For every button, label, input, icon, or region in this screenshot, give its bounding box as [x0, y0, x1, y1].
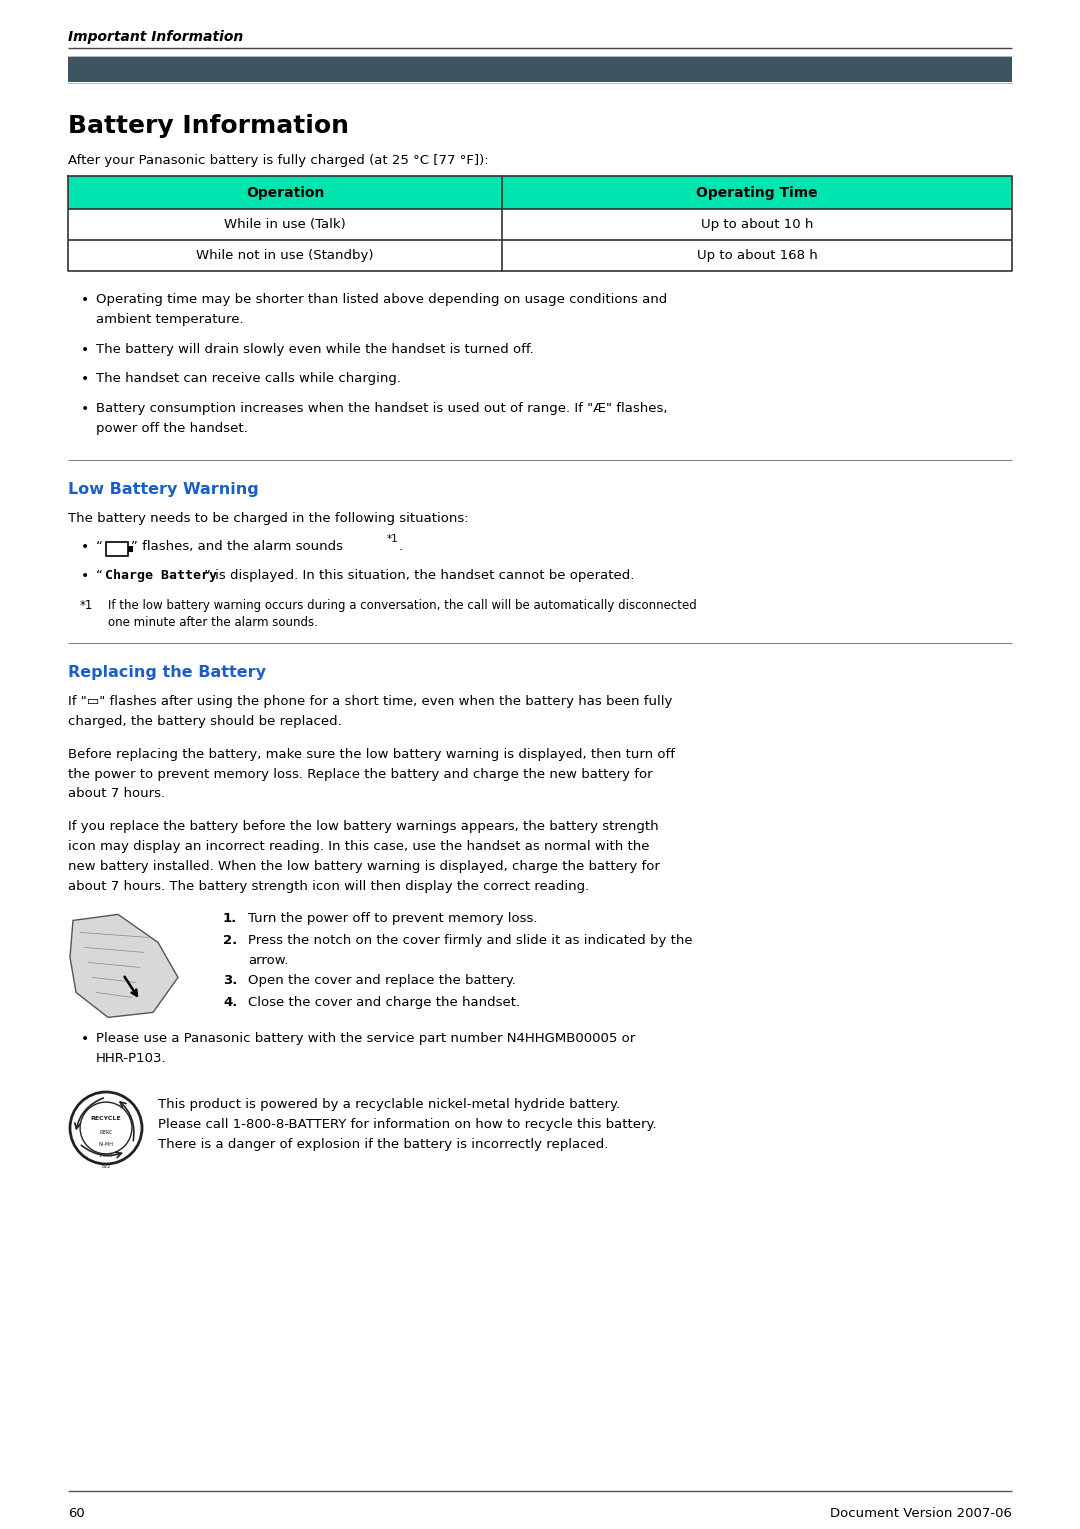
Bar [106, 541, 129, 555]
Text: power off the handset.: power off the handset. [96, 422, 247, 434]
Text: There is a danger of explosion if the battery is incorrectly replaced.: There is a danger of explosion if the ba… [158, 1138, 608, 1151]
Text: After your Panasonic battery is fully charged (at 25 °C [77 °F]):: After your Panasonic battery is fully ch… [68, 154, 488, 167]
Text: The battery needs to be charged in the following situations:: The battery needs to be charged in the f… [68, 512, 469, 524]
Text: NI-MH: NI-MH [98, 1142, 113, 1147]
Text: Battery consumption increases when the handset is used out of range. If "Æ" flas: Battery consumption increases when the h… [96, 402, 667, 416]
Text: Replacing the Battery: Replacing the Battery [68, 665, 266, 680]
Text: This product is powered by a recyclable nickel-metal hydride battery.: This product is powered by a recyclable … [158, 1098, 620, 1112]
Text: Operation: Operation [246, 185, 324, 199]
Polygon shape [70, 914, 178, 1017]
Bar [129, 546, 132, 550]
Text: •: • [81, 540, 90, 553]
Text: charged, the battery should be replaced.: charged, the battery should be replaced. [68, 716, 341, 728]
Text: arrow.: arrow. [248, 954, 288, 966]
Text: Operating time may be shorter than listed above depending on usage conditions an: Operating time may be shorter than liste… [96, 294, 667, 306]
Text: “: “ [96, 569, 103, 583]
Text: Battery Information: Battery Information [68, 115, 349, 138]
Text: *1: *1 [387, 534, 399, 544]
Bar [68, 209, 1012, 240]
Text: RBRC: RBRC [99, 1130, 112, 1135]
Text: 1-800: 1-800 [99, 1153, 113, 1157]
Text: If the low battery warning occurs during a conversation, the call will be automa: If the low battery warning occurs during… [108, 599, 697, 612]
Text: 1.: 1. [222, 913, 238, 925]
Text: Charge Battery: Charge Battery [105, 569, 217, 583]
Text: the power to prevent memory loss. Replace the battery and charge the new battery: the power to prevent memory loss. Replac… [68, 768, 652, 781]
Text: Close the cover and charge the handset.: Close the cover and charge the handset. [248, 995, 521, 1009]
Text: The battery will drain slowly even while the handset is turned off.: The battery will drain slowly even while… [96, 342, 534, 356]
Text: 822: 822 [102, 1164, 110, 1168]
Text: 60: 60 [68, 1508, 84, 1520]
Text: Up to about 10 h: Up to about 10 h [701, 219, 813, 231]
Text: •: • [81, 373, 90, 387]
Bar [68, 176, 1012, 209]
Text: ” flashes, and the alarm sounds: ” flashes, and the alarm sounds [131, 540, 343, 552]
Text: While in use (Talk): While in use (Talk) [225, 219, 346, 231]
Text: Operating Time: Operating Time [697, 185, 818, 199]
Text: •: • [81, 402, 90, 416]
Text: ” is displayed. In this situation, the handset cannot be operated.: ” is displayed. In this situation, the h… [204, 569, 635, 583]
Text: •: • [81, 342, 90, 356]
Text: “: “ [96, 540, 103, 552]
Text: 2.: 2. [222, 934, 238, 946]
Text: *1: *1 [80, 599, 93, 612]
Text: about 7 hours. The battery strength icon will then display the correct reading.: about 7 hours. The battery strength icon… [68, 879, 590, 893]
Text: one minute after the alarm sounds.: one minute after the alarm sounds. [108, 616, 318, 630]
Text: 3.: 3. [222, 974, 238, 986]
Text: Before replacing the battery, make sure the low battery warning is displayed, th: Before replacing the battery, make sure … [68, 748, 675, 761]
Bar [68, 240, 1012, 271]
Text: Up to about 168 h: Up to about 168 h [697, 249, 818, 261]
Text: If you replace the battery before the low battery warnings appears, the battery : If you replace the battery before the lo… [68, 820, 659, 833]
Text: 4.: 4. [222, 995, 238, 1009]
Text: icon may display an incorrect reading. In this case, use the handset as normal w: icon may display an incorrect reading. I… [68, 839, 649, 853]
Text: Please use a Panasonic battery with the service part number N4HHGMB00005 or: Please use a Panasonic battery with the … [96, 1032, 635, 1046]
Text: Low Battery Warning: Low Battery Warning [68, 482, 259, 497]
Text: •: • [81, 294, 90, 307]
Text: about 7 hours.: about 7 hours. [68, 787, 165, 800]
Text: Press the notch on the cover firmly and slide it as indicated by the: Press the notch on the cover firmly and … [248, 934, 692, 946]
Text: •: • [81, 1032, 90, 1046]
Bar [68, 57, 1012, 83]
Text: RECYCLE: RECYCLE [91, 1116, 121, 1121]
Text: new battery installed. When the low battery warning is displayed, charge the bat: new battery installed. When the low batt… [68, 859, 660, 873]
Text: Open the cover and replace the battery.: Open the cover and replace the battery. [248, 974, 516, 986]
Text: HHR-P103.: HHR-P103. [96, 1052, 166, 1066]
Text: Important Information: Important Information [68, 31, 243, 44]
Text: If "▭" flashes after using the phone for a short time, even when the battery has: If "▭" flashes after using the phone for… [68, 696, 673, 708]
Text: Document Version 2007-06: Document Version 2007-06 [831, 1508, 1012, 1520]
Text: Turn the power off to prevent memory loss.: Turn the power off to prevent memory los… [248, 913, 538, 925]
Text: .: . [399, 540, 403, 552]
Text: •: • [81, 569, 90, 584]
Text: While not in use (Standby): While not in use (Standby) [197, 249, 374, 261]
Text: The handset can receive calls while charging.: The handset can receive calls while char… [96, 373, 401, 385]
Text: Please call 1-800-8-BATTERY for information on how to recycle this battery.: Please call 1-800-8-BATTERY for informat… [158, 1118, 657, 1131]
Text: ambient temperature.: ambient temperature. [96, 313, 244, 326]
